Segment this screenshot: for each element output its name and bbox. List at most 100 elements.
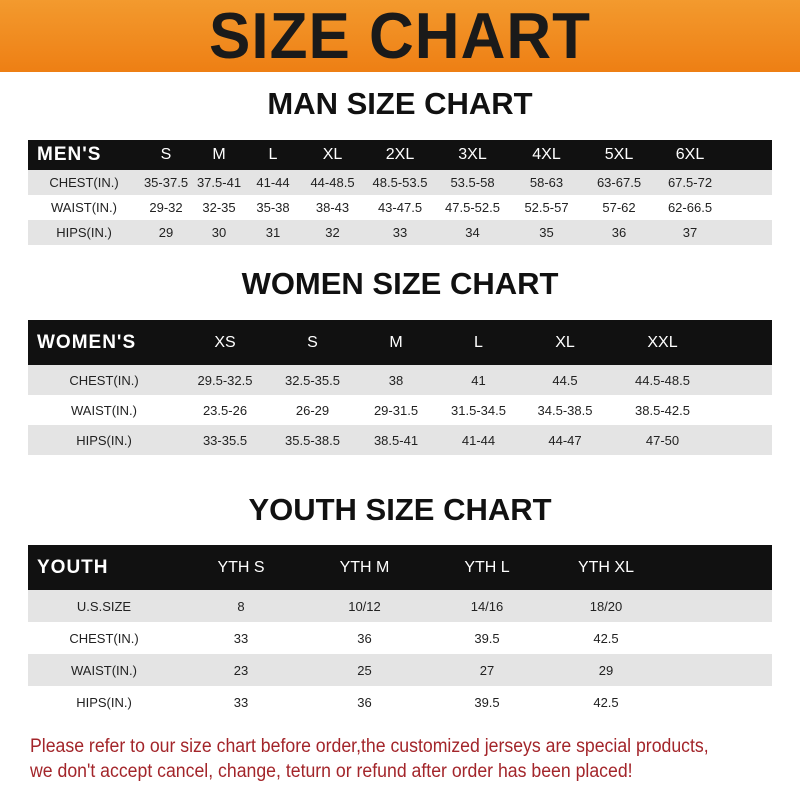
value-cell: 57-62 [602, 200, 636, 215]
header-row: MEN'S S M L XL 2XL 3XL 4XL 5XL 6XL [28, 140, 772, 170]
value-cell: 47.5-52.5 [445, 200, 500, 215]
value-cell: 29 [158, 225, 174, 240]
row-label: WAIST(IN.) [71, 662, 137, 678]
women-size-table: WOMEN'S XS S M L XL XXL CHEST(IN.) 29.5-32.5 32.5… [28, 320, 772, 455]
size-header: XL [555, 333, 575, 351]
value-cell: 39.5 [474, 694, 500, 710]
value-cell: 47-50 [645, 432, 680, 448]
table-row: WAIST(IN.) 23 25 27 29 [28, 654, 772, 686]
value-cell: 29-32 [149, 200, 183, 215]
men-title: MAN SIZE CHART [267, 86, 533, 121]
banner-title: SIZE CHART [209, 0, 591, 73]
size-header: M [212, 146, 226, 163]
men-size-table: MEN'S S M L XL 2XL 3XL 4XL 5XL 6XL CHEST(IN.) 35-37… [28, 140, 772, 245]
value-cell: 31.5-34.5 [451, 402, 506, 418]
size-header: 5XL [604, 146, 634, 163]
value-cell: 14/16 [470, 598, 504, 614]
value-cell: 29.5-32.5 [197, 372, 253, 388]
value-cell: 25 [357, 662, 372, 678]
header-label: MEN'S [37, 144, 102, 165]
value-cell: 37 [682, 225, 698, 240]
value-cell: 44-48.5 [310, 175, 355, 190]
size-header: M [389, 333, 403, 351]
value-cell: 37.5-41 [196, 175, 242, 190]
value-cell: 35-37.5 [143, 175, 189, 190]
value-cell: 26-29 [295, 402, 330, 418]
value-cell: 38-43 [315, 200, 350, 215]
women-title: WOMEN SIZE CHART [241, 266, 559, 301]
value-cell: 44-47 [548, 432, 582, 448]
row-label: CHEST(IN.) [69, 630, 139, 646]
size-header: 6XL [675, 146, 705, 163]
value-cell: 35 [539, 225, 554, 240]
value-cell: 67.5-72 [667, 175, 713, 190]
size-header: L [474, 333, 483, 351]
value-cell: 42.5 [593, 694, 619, 710]
value-cell: 48.5-53.5 [372, 175, 428, 190]
value-cell: 8 [237, 598, 245, 614]
table-row: CHEST(IN.) 35-37.5 37.5-41 41-44 44-48.5 48.5… [28, 170, 772, 195]
banner: SIZE CHART [0, 0, 800, 72]
size-header: XXL [647, 333, 678, 351]
value-cell: 18/20 [589, 598, 623, 614]
table-row: HIPS(IN.) 33 36 39.5 42.5 [28, 686, 772, 718]
value-cell: 42.5 [593, 630, 619, 646]
size-header: YTH XL [577, 558, 634, 576]
row-label: CHEST(IN.) [69, 372, 139, 388]
size-header: YTH S [217, 558, 265, 576]
table-row: HIPS(IN.) 29 30 31 32 33 34 35 36 37 [28, 220, 772, 245]
row-label: U.S.SIZE [76, 598, 132, 614]
size-header: S [307, 333, 318, 351]
value-cell: 23 [233, 662, 249, 678]
value-cell: 35.5-38.5 [285, 432, 340, 448]
value-cell: 33-35.5 [202, 432, 248, 448]
header-label: WOMEN'S [37, 331, 137, 353]
table-row: CHEST(IN.) 33 36 39.5 42.5 [28, 622, 772, 654]
value-cell: 35-38 [256, 200, 290, 215]
size-header: YTH M [339, 558, 390, 576]
value-cell: 43-47.5 [377, 200, 423, 215]
size-header: L [268, 146, 278, 163]
table-row: WAIST(IN.) 29-32 32-35 35-38 38-43 43-47.5 47.… [28, 195, 772, 220]
size-header: 2XL [385, 146, 415, 163]
notice-line: Please refer to our size chart before or… [30, 736, 709, 757]
value-cell: 41 [471, 372, 486, 388]
value-cell: 62-66.5 [667, 200, 713, 215]
value-cell: 39.5 [474, 630, 500, 646]
row-label: CHEST(IN.) [49, 175, 119, 190]
value-cell: 52.5-57 [524, 200, 569, 215]
value-cell: 38.5-42.5 [635, 402, 690, 418]
table-row: WAIST(IN.) 23.5-26 26-29 29-31.5 31.5-34.5 34… [28, 395, 772, 425]
value-cell: 23.5-26 [202, 402, 248, 418]
value-cell: 63-67.5 [596, 175, 642, 190]
value-cell: 36 [357, 694, 372, 710]
value-cell: 33 [392, 225, 408, 240]
value-cell: 32 [325, 225, 340, 240]
size-header: 3XL [458, 146, 487, 163]
row-label: HIPS(IN.) [56, 225, 112, 240]
size-header: 4XL [532, 146, 561, 163]
value-cell: 36 [611, 225, 627, 240]
value-cell: 36 [357, 630, 372, 646]
size-header: S [160, 146, 172, 163]
youth-size-table: YOUTH YTH S YTH M YTH L YTH XL U.S.SIZE 8 10/12… [28, 545, 772, 718]
value-cell: 34 [465, 225, 480, 240]
value-cell: 31 [265, 225, 281, 240]
value-cell: 32-35 [202, 200, 236, 215]
table-row: CHEST(IN.) 29.5-32.5 32.5-35.5 38 41 44.5 44.5… [28, 365, 772, 395]
order-notice: Please refer to our size chart before or… [30, 734, 737, 784]
size-header: YTH L [464, 558, 510, 576]
value-cell: 41-44 [256, 175, 290, 190]
row-label: WAIST(IN.) [71, 402, 137, 418]
header-row: WOMEN'S XS S M L XL XXL [28, 320, 772, 365]
value-cell: 44.5 [552, 372, 578, 388]
size-header: XS [214, 333, 236, 351]
value-cell: 27 [479, 662, 495, 678]
value-cell: 29-31.5 [373, 402, 419, 418]
value-cell: 29 [598, 662, 614, 678]
value-cell: 41-44 [461, 432, 496, 448]
value-cell: 33 [233, 630, 249, 646]
value-cell: 38 [388, 372, 404, 388]
value-cell: 32.5-35.5 [285, 372, 340, 388]
table-row: U.S.SIZE 8 10/12 14/16 18/20 [28, 590, 772, 622]
